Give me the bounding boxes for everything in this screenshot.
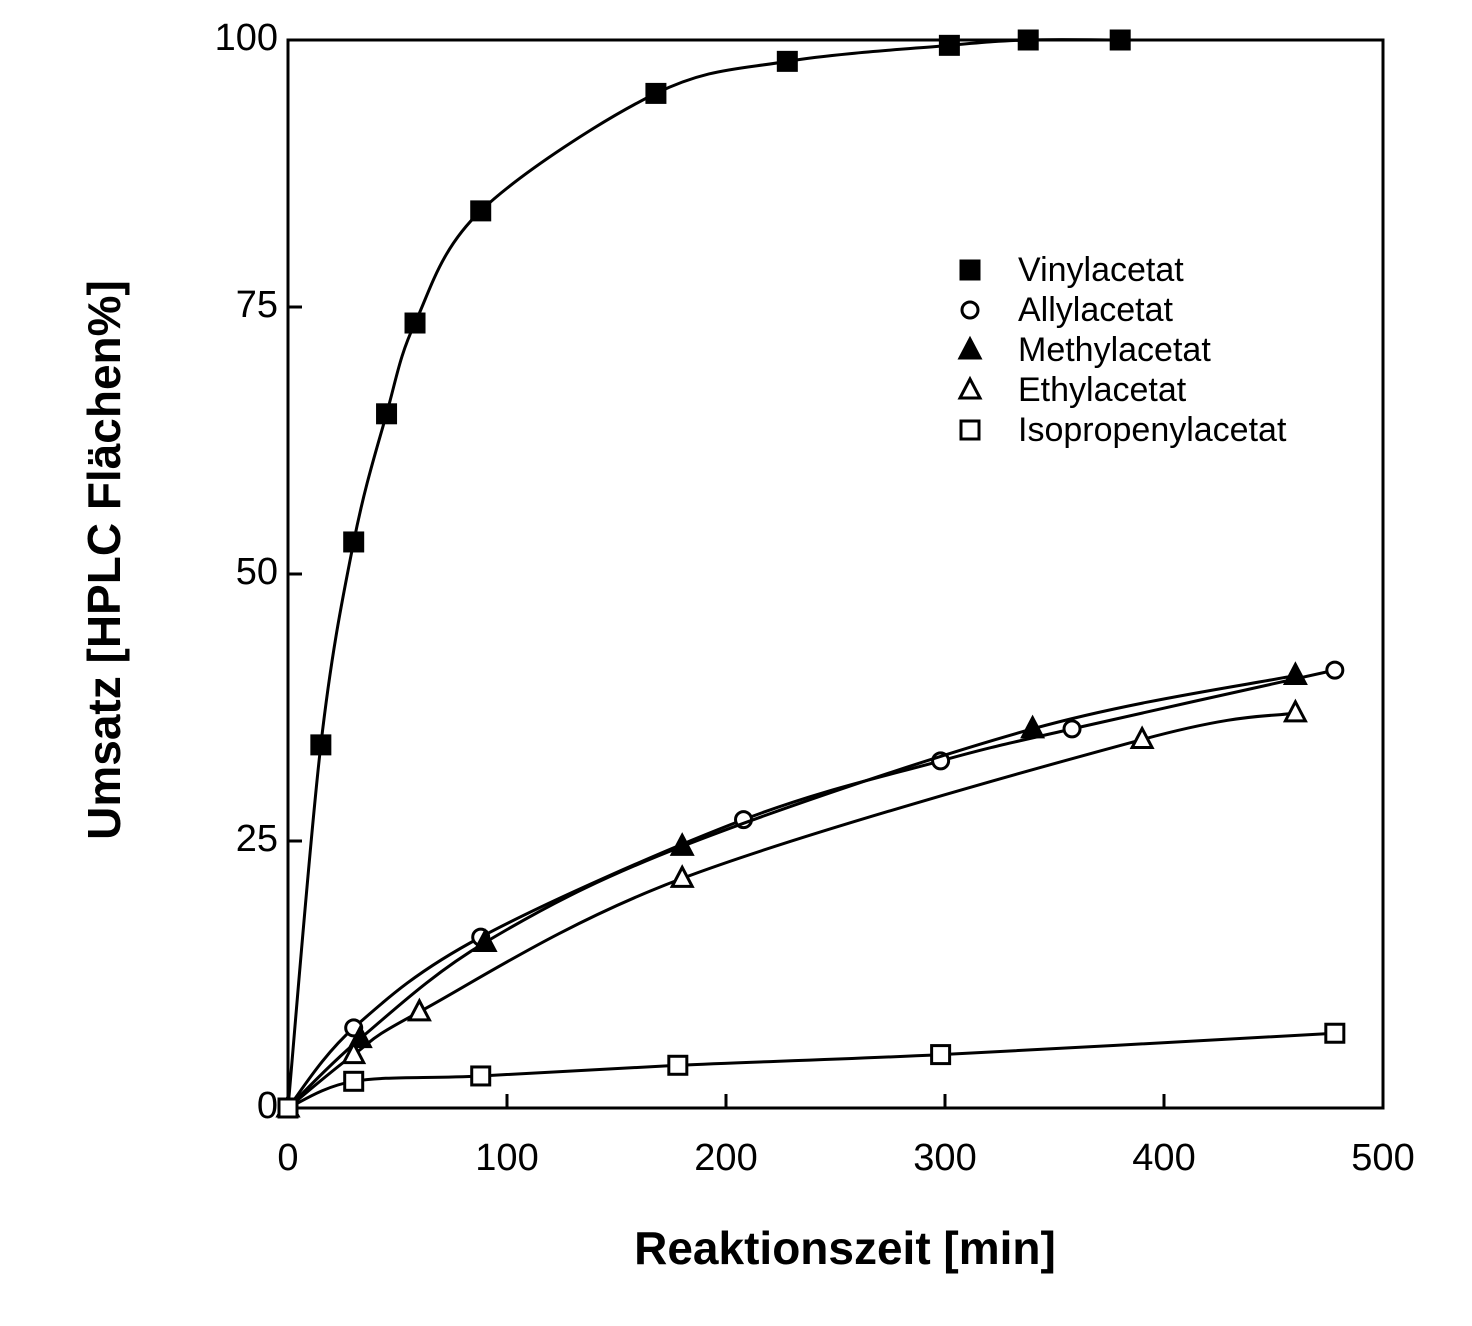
legend-marker — [961, 421, 979, 439]
series-line — [288, 40, 1120, 1108]
series-line — [288, 713, 1295, 1108]
y-tick-label: 25 — [236, 818, 278, 860]
y-tick-label: 0 — [257, 1085, 278, 1127]
legend-label: Isopropenylacetat — [1018, 411, 1287, 449]
data-point — [1285, 702, 1305, 721]
data-point — [378, 405, 396, 423]
data-point — [1111, 31, 1129, 49]
x-tick-label: 400 — [1132, 1137, 1195, 1179]
legend-label: Ethylacetat — [1018, 371, 1187, 409]
legend-marker — [961, 261, 979, 279]
x-tick-label: 200 — [694, 1137, 757, 1179]
data-point — [312, 736, 330, 754]
legend-marker — [960, 379, 980, 398]
data-point — [1285, 664, 1305, 683]
data-point — [1327, 662, 1343, 678]
data-point — [279, 1099, 297, 1117]
legend-marker — [962, 302, 978, 318]
data-point — [472, 1067, 490, 1085]
data-point — [778, 52, 796, 70]
x-tick-label: 100 — [475, 1137, 538, 1179]
y-tick-label: 50 — [236, 551, 278, 593]
legend-label: Allylacetat — [1018, 291, 1174, 329]
data-point — [345, 533, 363, 551]
x-tick-label: 300 — [913, 1137, 976, 1179]
data-point — [940, 36, 958, 54]
y-tick-label: 75 — [236, 284, 278, 326]
data-point — [1019, 31, 1037, 49]
data-point — [472, 202, 490, 220]
y-tick-label: 100 — [215, 17, 278, 59]
x-tick-label: 0 — [277, 1137, 298, 1179]
y-axis-title: Umsatz [HPLC Flächen%] — [78, 280, 130, 840]
legend-label: Vinylacetat — [1018, 251, 1184, 289]
series-line — [288, 1033, 1335, 1108]
plot-frame — [288, 40, 1383, 1108]
legend-marker — [960, 339, 980, 358]
data-point — [406, 314, 424, 332]
x-axis-title: Reaktionszeit [min] — [634, 1222, 1056, 1274]
data-point — [932, 1046, 950, 1064]
legend-label: Methylacetat — [1018, 331, 1211, 369]
data-point — [1064, 721, 1080, 737]
data-point — [1326, 1024, 1344, 1042]
data-point — [409, 1001, 429, 1020]
data-point — [647, 84, 665, 102]
x-tick-label: 500 — [1351, 1137, 1414, 1179]
data-point — [669, 1056, 687, 1074]
data-point — [345, 1072, 363, 1090]
